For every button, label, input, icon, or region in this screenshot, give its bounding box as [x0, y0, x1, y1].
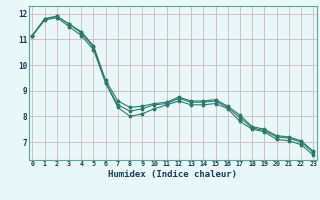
- X-axis label: Humidex (Indice chaleur): Humidex (Indice chaleur): [108, 170, 237, 179]
